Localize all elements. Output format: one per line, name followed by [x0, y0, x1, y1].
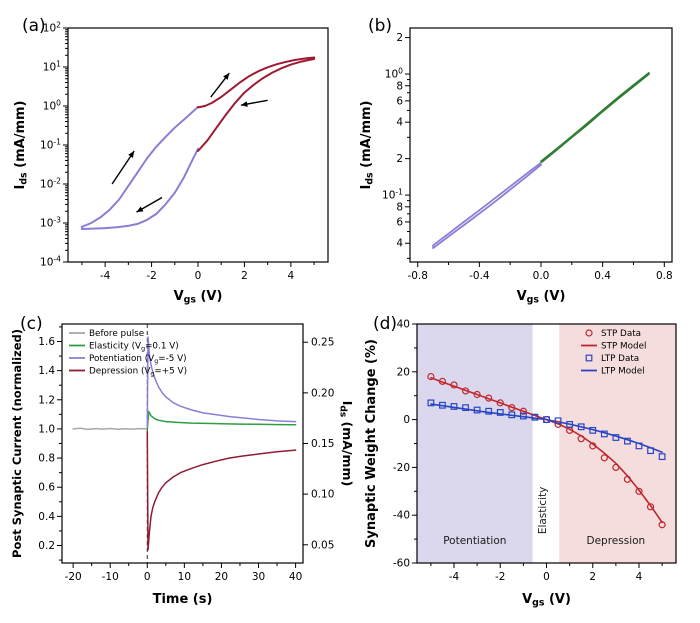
panel-c: (c) -20 -10 0 10 20 30 40 0.2 0.4 0.6 0.8 1.0 1.2 1.4… — [10, 314, 355, 611]
svg-text:1.0: 1.0 — [38, 423, 55, 435]
svg-text:1.4: 1.4 — [38, 365, 55, 377]
svg-text:Vgs (V): Vgs (V) — [522, 592, 571, 609]
panel-a-chart: -4 -2 0 2 4 10-4 10-3 10-2 10-1 100 101 102 Vgs (V) I… — [13, 21, 329, 306]
svg-text:Before pulse: Before pulse — [89, 329, 144, 339]
svg-text:0: 0 — [543, 571, 550, 583]
svg-text:Time (s): Time (s) — [153, 592, 213, 607]
svg-text:40: 40 — [289, 571, 302, 583]
svg-text:30: 30 — [252, 571, 265, 583]
svg-text:2: 2 — [241, 270, 248, 282]
svg-text:Ids (mA/mm): Ids (mA/mm) — [359, 101, 376, 190]
svg-text:0: 0 — [403, 414, 410, 426]
svg-text:40: 40 — [397, 319, 410, 331]
panel-a: (a) -4 -2 0 2 4 10-4 10-3 10-2 10-1 100 101 102 Vgs … — [12, 16, 342, 308]
svg-text:10-2: 10-2 — [40, 177, 61, 191]
svg-text:Vgs (V): Vgs (V) — [174, 289, 223, 306]
panel-c-chart: -20 -10 0 10 20 30 40 0.2 0.4 0.6 0.8 1.0 1.2 1.4 1.6 0… — [10, 323, 356, 607]
svg-text:1.6: 1.6 — [38, 336, 55, 348]
svg-text:Ids (mA/mm): Ids (mA/mm) — [338, 401, 356, 487]
panel-c-label: (c) — [20, 314, 43, 334]
svg-text:-20: -20 — [393, 462, 410, 474]
panel-a-label: (a) — [22, 16, 46, 36]
svg-text:0.20: 0.20 — [311, 387, 334, 399]
svg-text:100: 100 — [385, 67, 403, 81]
svg-text:-40: -40 — [393, 510, 410, 522]
svg-text:-10: -10 — [102, 571, 119, 583]
svg-text:Synaptic Weight Change (%): Synaptic Weight Change (%) — [364, 339, 379, 548]
svg-text:0.8: 0.8 — [656, 270, 673, 282]
svg-text:6: 6 — [396, 95, 403, 107]
svg-text:-0.8: -0.8 — [407, 270, 428, 282]
svg-text:0.2: 0.2 — [38, 540, 55, 552]
svg-text:STP Data: STP Data — [601, 329, 641, 339]
svg-text:-0.4: -0.4 — [469, 270, 490, 282]
svg-text:0.4: 0.4 — [38, 511, 55, 523]
svg-text:10: 10 — [178, 571, 191, 583]
svg-text:1.2: 1.2 — [38, 394, 55, 406]
svg-text:0.8: 0.8 — [38, 453, 55, 465]
svg-text:LTP Data: LTP Data — [601, 354, 639, 364]
svg-text:0.25: 0.25 — [311, 337, 334, 349]
svg-text:10-1: 10-1 — [382, 188, 403, 202]
svg-text:Potentiation (Vg=-5 V): Potentiation (Vg=-5 V) — [89, 354, 187, 365]
panel-b: (b) -0.8 -0.4 0.0 0.4 0.8 2 100 8 6 4 2 10-1 8 6 4 Vgs … — [358, 16, 688, 308]
svg-text:10-3: 10-3 — [40, 216, 61, 230]
svg-text:Depression (Vg=+5 V): Depression (Vg=+5 V) — [89, 367, 187, 378]
svg-text:Post Synaptic Current (normali: Post Synaptic Current (normalized) — [10, 329, 24, 558]
svg-text:4: 4 — [636, 571, 643, 583]
svg-text:4: 4 — [396, 238, 403, 250]
svg-text:20: 20 — [397, 366, 410, 378]
svg-text:101: 101 — [43, 60, 61, 74]
svg-text:100: 100 — [43, 99, 61, 113]
svg-text:4: 4 — [288, 270, 295, 282]
svg-text:Ids (mA/mm): Ids (mA/mm) — [13, 101, 30, 190]
svg-text:0.05: 0.05 — [311, 539, 334, 551]
svg-text:102: 102 — [43, 21, 61, 35]
svg-text:Vgs (V): Vgs (V) — [517, 289, 566, 306]
svg-text:-4: -4 — [449, 571, 460, 583]
svg-text:0.4: 0.4 — [594, 270, 611, 282]
svg-text:-20: -20 — [65, 571, 82, 583]
svg-text:10-1: 10-1 — [40, 138, 61, 152]
svg-text:Potentiation: Potentiation — [443, 535, 506, 547]
svg-text:0.10: 0.10 — [311, 489, 334, 501]
panel-d-label: (d) — [373, 314, 398, 334]
svg-text:6: 6 — [396, 216, 403, 228]
panel-d: (d) Potentiation Elasticity Depression -4 -2… — [363, 314, 688, 611]
svg-text:20: 20 — [215, 571, 228, 583]
svg-text:-2: -2 — [495, 571, 505, 583]
svg-text:-4: -4 — [100, 270, 111, 282]
svg-text:LTP Model: LTP Model — [601, 367, 645, 377]
svg-text:-2: -2 — [146, 270, 156, 282]
svg-text:0: 0 — [144, 571, 151, 583]
svg-text:0: 0 — [195, 270, 202, 282]
svg-text:Elasticity (Vg=0.1 V): Elasticity (Vg=0.1 V) — [89, 342, 179, 353]
svg-text:10-4: 10-4 — [40, 255, 61, 269]
panel-b-label: (b) — [368, 16, 393, 36]
svg-text:STP Model: STP Model — [601, 342, 646, 352]
svg-text:Depression: Depression — [587, 535, 646, 547]
svg-text:0.0: 0.0 — [533, 270, 550, 282]
svg-text:8: 8 — [396, 80, 403, 92]
svg-text:2: 2 — [396, 32, 403, 44]
svg-text:2: 2 — [589, 571, 596, 583]
svg-text:Elasticity: Elasticity — [537, 487, 549, 535]
svg-text:4: 4 — [396, 117, 403, 129]
svg-text:0.15: 0.15 — [311, 438, 334, 450]
svg-text:-60: -60 — [393, 558, 410, 570]
svg-text:2: 2 — [396, 153, 403, 165]
svg-text:0.6: 0.6 — [38, 482, 55, 494]
svg-text:8: 8 — [396, 201, 403, 213]
